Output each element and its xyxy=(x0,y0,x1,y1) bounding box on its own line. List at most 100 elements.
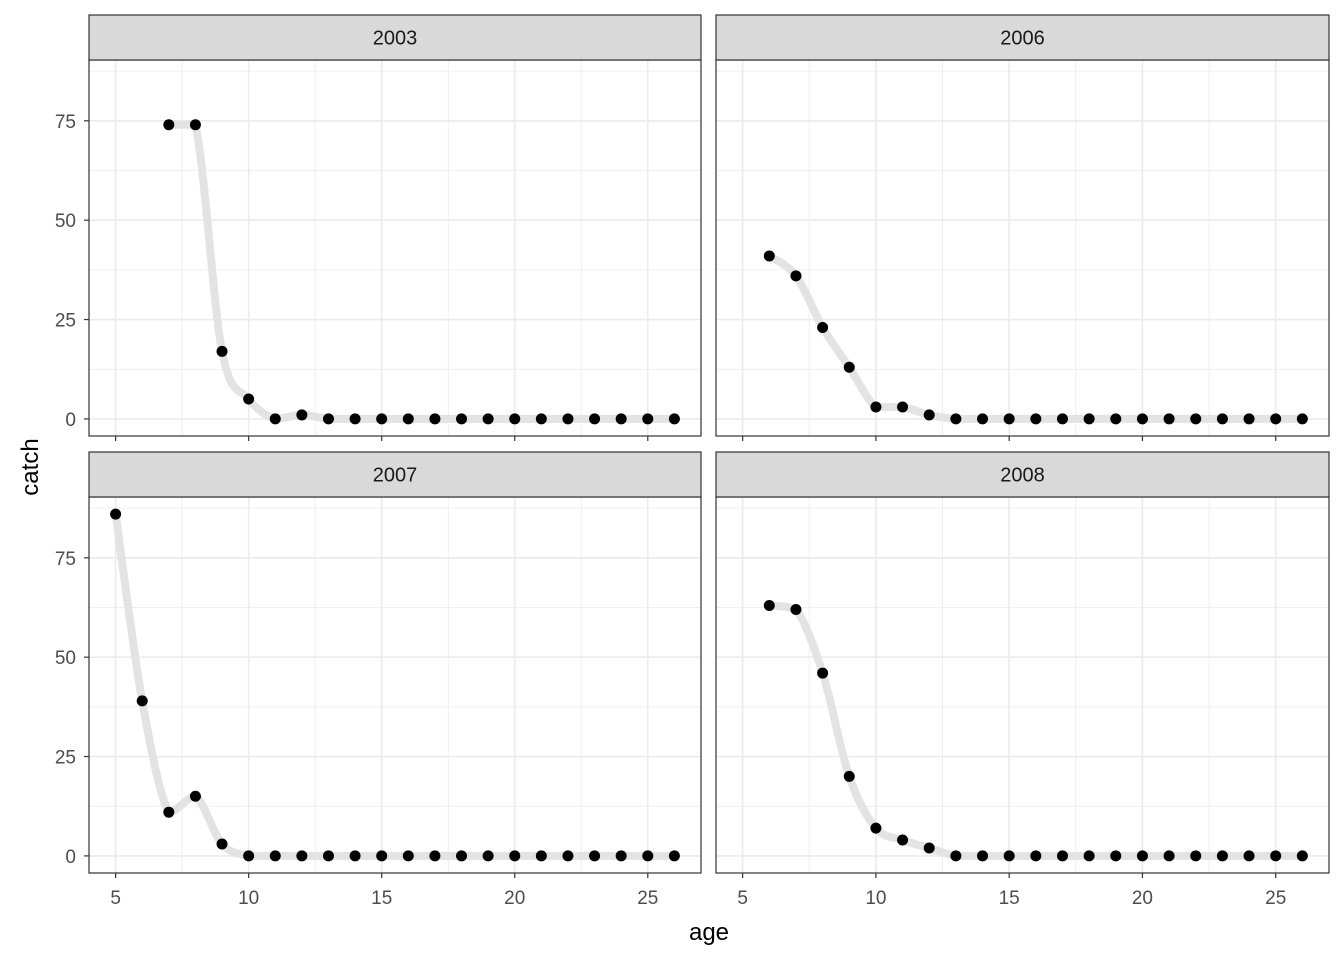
data-point xyxy=(110,508,122,520)
strip-background xyxy=(715,451,1330,498)
data-point xyxy=(1243,850,1255,862)
x-axis-title: age xyxy=(689,919,729,946)
data-point xyxy=(322,413,334,425)
data-point xyxy=(269,850,281,862)
panel-background xyxy=(89,60,701,436)
strip-background xyxy=(88,14,702,61)
data-point xyxy=(790,270,802,282)
x-tick-label: 5 xyxy=(110,888,121,909)
data-point xyxy=(1136,850,1148,862)
x-tick-label: 20 xyxy=(504,888,525,909)
data-point xyxy=(950,413,962,425)
data-point xyxy=(1030,413,1042,425)
data-point xyxy=(429,850,441,862)
y-tick-label: 50 xyxy=(55,211,76,232)
x-tick-label: 15 xyxy=(999,888,1020,909)
data-point xyxy=(535,850,547,862)
data-point xyxy=(615,850,627,862)
data-point xyxy=(189,790,201,802)
strip-background xyxy=(715,14,1330,61)
panel-2003: 2003 0 25 50 75 xyxy=(55,14,702,441)
data-point xyxy=(1056,413,1068,425)
data-point xyxy=(1083,413,1095,425)
strip-label: 2006 xyxy=(1000,28,1045,50)
data-point xyxy=(763,250,775,262)
data-point xyxy=(923,409,935,421)
data-point xyxy=(642,413,654,425)
data-point xyxy=(1296,413,1308,425)
data-point xyxy=(1270,413,1282,425)
data-point xyxy=(843,770,855,782)
x-tick-label: 10 xyxy=(865,888,886,909)
strip-label: 2003 xyxy=(373,28,418,50)
data-point xyxy=(668,413,680,425)
data-point xyxy=(376,413,388,425)
x-tick-label: 15 xyxy=(371,888,392,909)
strip-label: 2007 xyxy=(373,465,418,487)
data-point xyxy=(923,842,935,854)
panel-2006: 2006 xyxy=(715,14,1330,441)
data-point xyxy=(189,119,201,131)
data-point xyxy=(1216,850,1228,862)
y-tick-label: 0 xyxy=(65,847,76,868)
panel-background xyxy=(89,497,701,873)
y-tick-label: 75 xyxy=(55,549,76,570)
data-point xyxy=(482,850,494,862)
data-point xyxy=(977,413,989,425)
data-point xyxy=(1190,413,1202,425)
data-point xyxy=(456,850,468,862)
panel-2007: 2007 0 25 50 75 5 10 15 20 25 xyxy=(55,451,702,909)
data-point xyxy=(1136,413,1148,425)
data-point xyxy=(562,413,574,425)
data-point xyxy=(216,345,228,357)
data-point xyxy=(402,413,414,425)
data-point xyxy=(1190,850,1202,862)
data-point xyxy=(456,413,468,425)
data-point xyxy=(482,413,494,425)
data-point xyxy=(509,850,521,862)
y-tick-label: 75 xyxy=(55,112,76,133)
data-point xyxy=(243,850,255,862)
x-tick-label: 5 xyxy=(737,888,748,909)
data-point xyxy=(163,119,175,131)
data-point xyxy=(977,850,989,862)
data-point xyxy=(402,850,414,862)
x-tick-label: 10 xyxy=(238,888,259,909)
data-point xyxy=(790,603,802,615)
data-point xyxy=(1003,850,1015,862)
data-point xyxy=(216,838,228,850)
data-point xyxy=(843,361,855,373)
y-axis-title: catch xyxy=(17,438,44,495)
data-point xyxy=(1030,850,1042,862)
data-point xyxy=(163,806,175,818)
y-tick-label: 25 xyxy=(55,311,76,332)
data-point xyxy=(376,850,388,862)
panel-2008: 2008 5 10 15 20 25 xyxy=(715,451,1330,909)
data-point xyxy=(642,850,654,862)
data-point xyxy=(589,850,601,862)
data-point xyxy=(897,401,909,413)
data-point xyxy=(296,409,308,421)
data-point xyxy=(1083,850,1095,862)
x-tick-label: 25 xyxy=(637,888,658,909)
data-point xyxy=(1296,850,1308,862)
y-tick-label: 0 xyxy=(65,410,76,431)
data-point xyxy=(1163,413,1175,425)
data-point xyxy=(589,413,601,425)
data-point xyxy=(668,850,680,862)
panels-layer: 2003 0 25 50 75 2006 2007 0 25 50 75 5 10 15 20 25 2008 5… xyxy=(55,14,1330,909)
data-point xyxy=(897,834,909,846)
data-point xyxy=(763,600,775,612)
data-point xyxy=(1003,413,1015,425)
data-point xyxy=(509,413,521,425)
panel-background xyxy=(716,497,1329,873)
y-tick-label: 50 xyxy=(55,648,76,669)
data-point xyxy=(615,413,627,425)
data-point xyxy=(349,850,361,862)
data-point xyxy=(243,393,255,405)
data-point xyxy=(950,850,962,862)
data-point xyxy=(1216,413,1228,425)
data-point xyxy=(269,413,281,425)
